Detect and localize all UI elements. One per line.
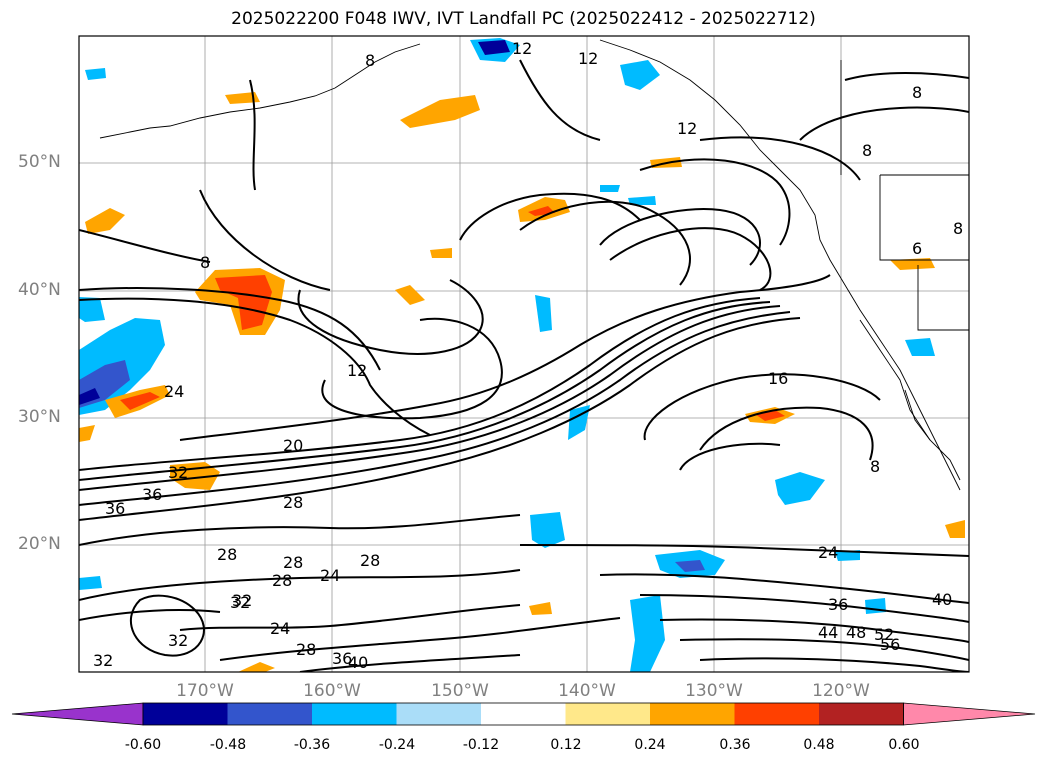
contour-label: 40 (348, 653, 368, 672)
contour-lines (79, 59, 969, 672)
contour-label: 16 (768, 369, 788, 388)
orange-patch-1 (85, 208, 125, 234)
colorbar-segment (819, 703, 904, 725)
contour-label: 12 (677, 119, 697, 138)
contour-label: 12 (347, 361, 367, 380)
colorbar-extend-right (903, 702, 1036, 726)
colorbar-extend-left (11, 702, 144, 726)
map-frame (78, 35, 970, 673)
contour-label: 32 (168, 463, 188, 482)
lon-label-160w: 160°W (303, 681, 361, 701)
contour-label: 24 (164, 382, 184, 401)
contour-label: 6 (912, 239, 922, 258)
contour-label: 44 (818, 623, 838, 642)
contour-label: 28 (272, 571, 292, 590)
contour-label: 12 (512, 39, 532, 58)
colorbar-segment (396, 703, 481, 725)
map-title: 2025022200 F048 IWV, IVT Landfall PC (20… (231, 9, 816, 29)
colorbar-frame (142, 702, 904, 726)
lon-label-140w: 140°W (558, 681, 616, 701)
coastlines (99, 39, 969, 491)
contour-label: 24 (818, 543, 838, 562)
contour-label: 52 (874, 625, 894, 644)
colorbar-segments (11, 702, 1036, 726)
contour-label: 32 (168, 631, 188, 650)
colorbar-tick: -0.60 (124, 737, 162, 753)
contour-label: 8 (912, 83, 922, 102)
lat-label-20n: 20°N (18, 534, 61, 554)
colorbar-tick: 0.60 (888, 737, 920, 753)
colorbar-segment (312, 703, 397, 725)
contour-label: 56 (880, 635, 900, 654)
contour-label: 48 (846, 623, 866, 642)
contour-label: 36 (142, 485, 162, 504)
colorbar-tick: -0.48 (209, 737, 247, 753)
map-panel: 12 12 12 8 8 8 8 8 12 24 20 32 36 36 28 … (78, 35, 970, 673)
contour-label: 28 (217, 545, 237, 564)
contour-label: 32 (232, 591, 252, 610)
colorbar-tick: -0.36 (293, 737, 331, 753)
colorbar (11, 702, 1036, 726)
colorbar-tick: -0.24 (378, 737, 416, 753)
contour-label: 28 (283, 493, 303, 512)
colorbar-segment (143, 703, 228, 725)
lon-label-120w: 120°W (812, 681, 870, 701)
contour-label: 36 (332, 649, 352, 668)
contour-label: 28 (360, 551, 380, 570)
colorbar-segment (227, 703, 312, 725)
contour-label: 28 (283, 553, 303, 572)
colorbar-segment (734, 703, 819, 725)
contour-label-layer: 12 12 12 8 8 8 8 8 12 24 20 32 36 36 28 … (93, 39, 963, 672)
colorbar-tick: 0.36 (719, 737, 751, 753)
contour-label: 28 (296, 640, 316, 659)
colorbar-segment (481, 703, 566, 725)
contour-label: 8 (953, 219, 963, 238)
lon-label-170w: 170°W (176, 681, 234, 701)
colorbar-segment (650, 703, 735, 725)
lat-label-40n: 40°N (18, 280, 61, 300)
blue-patch-nw (79, 297, 105, 322)
contour-label: 32 (230, 593, 250, 612)
contour-label: 32 (93, 651, 113, 670)
contour-label: 8 (870, 457, 880, 476)
contour-label: 8 (862, 141, 872, 160)
lon-label-130w: 130°W (685, 681, 743, 701)
colorbar-tick: 0.48 (803, 737, 835, 753)
shaded-patches (79, 38, 965, 672)
orange-patch-5 (225, 92, 260, 104)
colorbar-segment (565, 703, 650, 725)
contour-label: 8 (365, 51, 375, 70)
contour-label: 24 (270, 619, 290, 638)
contour-label: 12 (578, 49, 598, 68)
colorbar-tick: 0.12 (550, 737, 582, 753)
gridlines (79, 36, 969, 672)
contour-label: 36 (105, 499, 125, 518)
contour-label: 20 (283, 436, 303, 455)
contour-label: 24 (320, 566, 340, 585)
contour-label: 36 (828, 595, 848, 614)
lat-label-50n: 50°N (18, 152, 61, 172)
colorbar-tick: 0.24 (634, 737, 666, 753)
orange-patch-2 (400, 95, 480, 128)
colorbar-tick: -0.12 (462, 737, 500, 753)
lat-label-30n: 30°N (18, 407, 61, 427)
contour-label: 40 (932, 590, 952, 609)
orange-patch-4 (395, 285, 425, 305)
contour-label: 8 (200, 253, 210, 272)
lon-label-150w: 150°W (431, 681, 489, 701)
